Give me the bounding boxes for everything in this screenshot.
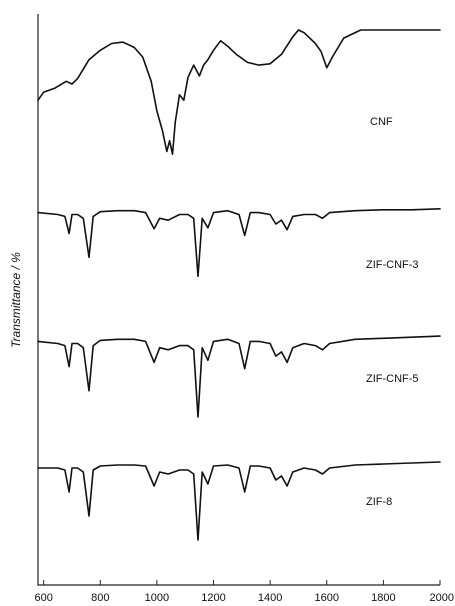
spectrum-line-cnf <box>37 29 441 155</box>
series-labels: CNF ZIF-CNF-3 ZIF-CNF-5 ZIF-8 <box>366 116 419 508</box>
x-tick-label: 1800 <box>371 592 395 604</box>
axis-frame <box>37 14 440 586</box>
spectra-traces <box>37 29 441 541</box>
x-tick-label: 1400 <box>258 592 282 604</box>
spectrum-line-zif-8 <box>37 461 441 541</box>
x-tick-label: 1200 <box>201 592 225 604</box>
y-axis-label: Transmittance / % <box>9 252 23 348</box>
series-label-zif-cnf-3: ZIF-CNF-3 <box>366 259 419 271</box>
series-label-cnf: CNF <box>370 116 393 128</box>
spectrum-line-zif-cnf-5 <box>37 335 441 418</box>
x-tick-label: 1000 <box>145 592 169 604</box>
x-tick-label: 800 <box>91 592 109 604</box>
x-ticks: 600 800 1000 1200 1400 1600 1800 2000 <box>34 580 454 604</box>
plot-area: 600 800 1000 1200 1400 1600 1800 2000 CNF ZIF-CN… <box>34 14 454 604</box>
series-label-zif-8: ZIF-8 <box>366 496 392 508</box>
spectrum-line-zif-cnf-3 <box>37 208 441 278</box>
x-tick-label: 2000 <box>430 592 454 604</box>
x-tick-label: 1600 <box>315 592 339 604</box>
x-tick-label: 600 <box>34 592 52 604</box>
series-label-zif-cnf-5: ZIF-CNF-5 <box>366 373 419 385</box>
